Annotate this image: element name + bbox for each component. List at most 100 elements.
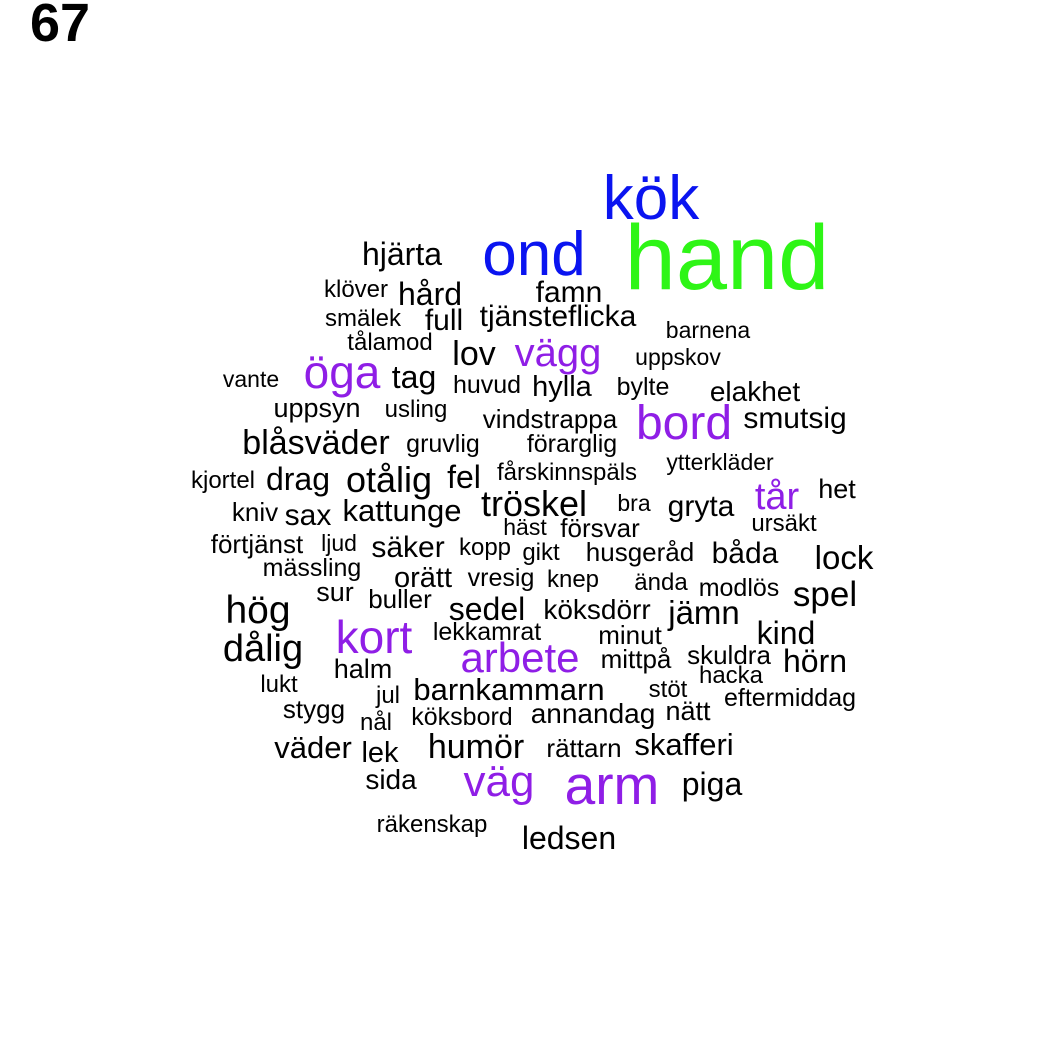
word-58: knep: [546, 566, 600, 593]
word-60: modlös: [698, 574, 780, 602]
word-49: säker: [371, 531, 445, 564]
word-12: lov: [452, 335, 496, 373]
word-54: lock: [814, 539, 874, 576]
word-36: tår: [754, 476, 800, 518]
word-77: halm: [333, 654, 393, 684]
word-19: hylla: [532, 371, 592, 403]
word-89: väder: [274, 730, 352, 765]
word-7: smälek: [324, 305, 402, 332]
word-83: eftermiddag: [723, 684, 857, 712]
word-85: nål: [359, 709, 393, 736]
word-32: drag: [265, 461, 331, 497]
word-18: huvud: [452, 371, 522, 399]
word-10: barnena: [665, 317, 751, 343]
word-45: försvar: [560, 513, 640, 543]
word-86: köksbord: [411, 703, 513, 731]
word-72: dålig: [222, 628, 304, 670]
word-98: räkenskap: [376, 811, 488, 838]
word-88: nätt: [665, 696, 711, 726]
word-91: humör: [427, 728, 525, 766]
word-97: piga: [681, 766, 743, 802]
word-93: skafferi: [634, 727, 734, 762]
word-44: häst: [503, 514, 547, 540]
word-16: vante: [222, 366, 280, 392]
word-35: fårskinnspäls: [496, 459, 638, 486]
word-40: kattunge: [342, 493, 462, 528]
word-25: bord: [635, 397, 733, 450]
word-29: förarglig: [526, 430, 618, 458]
word-50: kopp: [458, 534, 512, 561]
word-96: arm: [564, 754, 660, 816]
word-71: kind: [756, 615, 816, 651]
word-5: hård: [397, 276, 463, 312]
word-67: jämn: [668, 594, 740, 631]
word-80: jul: [375, 682, 401, 709]
word-14: uppskov: [635, 344, 721, 370]
word-95: väg: [463, 757, 535, 806]
word-51: gikt: [522, 539, 560, 566]
word-15: öga: [303, 346, 381, 398]
word-28: gruvlig: [406, 430, 480, 458]
word-6: famn: [535, 276, 603, 309]
word-66: köksdörr: [543, 594, 651, 625]
word-59: ända: [634, 569, 688, 596]
word-61: sur: [316, 577, 354, 607]
word-30: ytterkläder: [666, 449, 774, 475]
word-39: sax: [284, 499, 332, 532]
word-94: sida: [365, 764, 417, 795]
word-69: lekkamrat: [432, 618, 542, 646]
word-84: stygg: [282, 694, 346, 724]
word-0: kök: [602, 164, 700, 233]
word-73: arbete: [460, 634, 580, 681]
word-57: vresig: [467, 564, 535, 592]
word-34: fel: [447, 459, 481, 495]
word-47: förtjänst: [210, 529, 304, 559]
word-79: lukt: [260, 671, 298, 698]
word-62: buller: [368, 584, 432, 614]
word-82: stöt: [648, 676, 688, 703]
word-43: gryta: [667, 490, 735, 523]
word-41: tröskel: [480, 483, 588, 524]
word-33: otålig: [345, 459, 433, 500]
word-87: annandag: [530, 698, 656, 729]
word-63: spel: [792, 575, 858, 614]
word-26: smutsig: [743, 402, 847, 435]
word-20: bylte: [616, 373, 670, 401]
word-90: lek: [361, 737, 399, 769]
word-8: full: [424, 304, 464, 337]
word-46: ursäkt: [751, 510, 817, 537]
word-99: ledsen: [521, 820, 617, 856]
word-76: hörn: [782, 643, 848, 679]
page-number: 67: [30, 0, 91, 53]
word-65: sedel: [448, 591, 526, 627]
word-3: hjärta: [361, 236, 443, 272]
word-81: barnkammarn: [413, 672, 605, 707]
word-55: mässling: [262, 554, 362, 582]
word-56: orätt: [393, 562, 453, 594]
word-31: kjortel: [190, 467, 256, 494]
word-27: blåsväder: [242, 424, 390, 462]
word-4: klöver: [323, 276, 389, 303]
word-22: uppsyn: [273, 393, 361, 423]
word-92: rättarn: [546, 733, 622, 763]
word-70: minut: [598, 620, 662, 650]
word-37: het: [818, 474, 856, 504]
word-17: tag: [391, 359, 437, 395]
word-24: vindstrappa: [482, 404, 618, 434]
word-53: båda: [711, 537, 779, 570]
word-68: kort: [335, 611, 413, 663]
word-38: kniv: [231, 497, 279, 527]
word-1: hand: [624, 207, 830, 309]
word-52: husgeråd: [585, 537, 695, 567]
word-9: tjänsteflicka: [479, 300, 637, 333]
word-75: skuldra: [687, 640, 771, 670]
word-42: bra: [617, 490, 651, 516]
word-21: elakhet: [709, 376, 801, 407]
word-74: mittpå: [600, 644, 672, 674]
word-13: vägg: [514, 331, 602, 375]
word-64: hög: [225, 589, 291, 632]
word-23: usling: [384, 396, 448, 423]
word-48: ljud: [321, 530, 357, 556]
word-2: ond: [482, 220, 586, 289]
